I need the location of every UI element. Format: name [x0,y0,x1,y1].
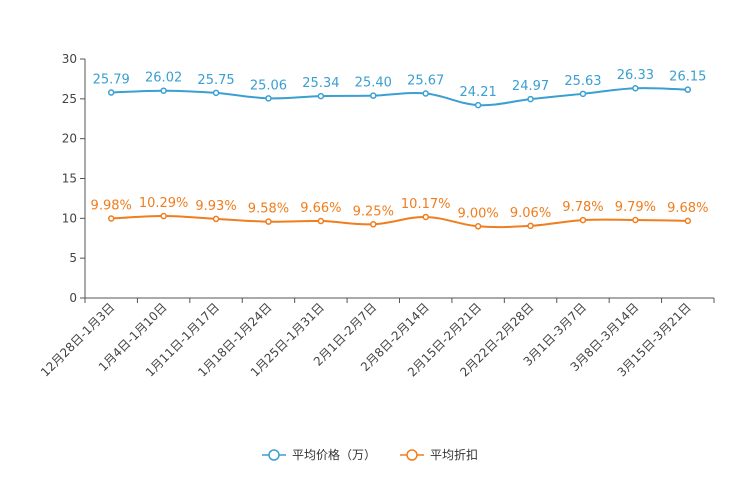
series-line-avg-price [111,87,688,107]
data-label: 9.00% [457,206,498,221]
data-point [632,84,639,92]
data-point [527,95,534,103]
data-point [265,218,272,225]
data-label: 25.06 [250,78,287,93]
data-point [474,223,482,230]
data-label: 26.02 [145,71,182,86]
data-point [422,213,429,221]
data-label: 9.66% [300,201,341,216]
data-label: 26.33 [617,68,654,83]
data-point [370,92,377,99]
data-label: 9.25% [353,204,394,219]
legend-avg-price-marker [268,449,280,461]
data-label: 25.79 [93,73,130,88]
data-label: 26.15 [669,70,706,85]
y-tick-label: 20 [62,132,77,146]
data-label: 9.58% [248,202,289,217]
series-line-avg-discount [111,215,688,229]
data-point [265,95,272,102]
data-label: 25.67 [407,73,444,88]
y-tick-label: 15 [62,172,77,186]
data-point [422,90,429,97]
data-point [684,86,692,93]
data-label: 24.21 [460,85,497,100]
y-tick-label: 25 [62,92,77,106]
legend-avg-discount-label: 平均折扣 [430,447,478,462]
legend-avg-discount-marker [406,449,418,461]
data-label: 10.17% [401,197,451,212]
data-label: 10.29% [139,196,189,211]
y-tick-label: 5 [69,251,77,265]
data-label: 9.98% [91,198,132,213]
data-label: 9.06% [510,206,551,221]
data-label: 9.68% [667,201,708,216]
y-tick-label: 10 [62,211,77,225]
y-tick-label: 30 [62,52,77,66]
data-point [370,221,377,228]
data-point [527,222,534,230]
data-point [107,215,115,222]
data-label: 25.34 [302,76,339,91]
data-point [317,217,325,225]
data-point [474,101,482,109]
data-point [579,216,587,224]
legend-avg-price-label: 平均价格（万） [292,447,376,462]
data-point [684,217,692,225]
data-point [212,89,220,97]
data-label: 9.93% [195,199,236,214]
y-tick-label: 0 [69,291,77,305]
data-point [160,87,167,94]
data-label: 25.40 [355,76,392,91]
data-label: 9.78% [562,200,603,215]
data-point [579,90,587,98]
data-point [212,215,220,223]
data-label: 25.75 [197,73,234,88]
data-point [317,92,325,100]
data-label: 24.97 [512,79,549,94]
data-label: 9.79% [615,200,656,215]
data-point [632,216,639,224]
data-label: 25.63 [564,74,601,89]
data-point [107,89,115,96]
data-point [160,212,167,220]
